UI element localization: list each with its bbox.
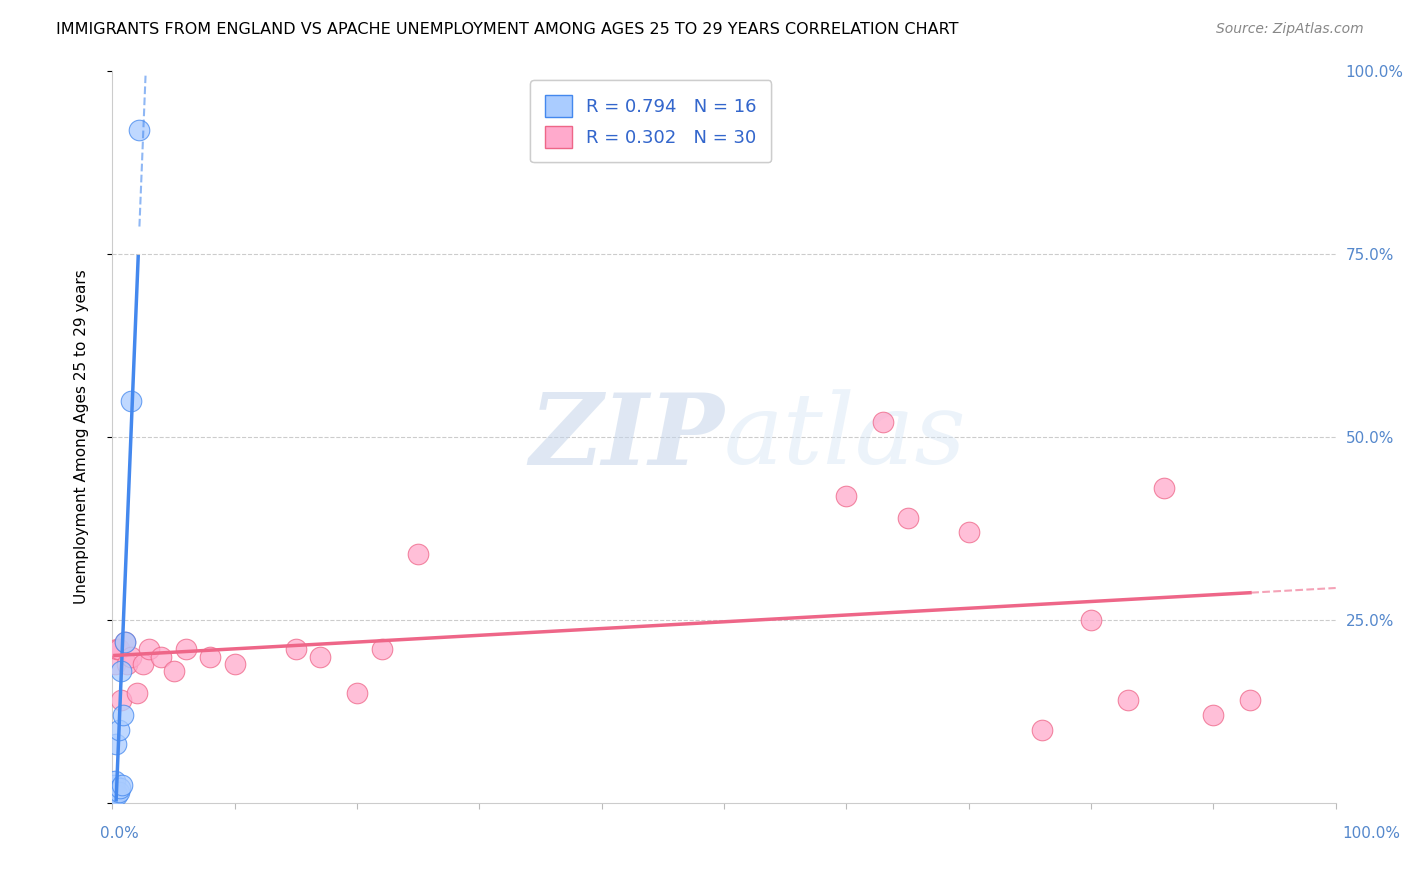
Point [111,778,134,792]
Point [107,785,129,799]
Point [224,657,246,671]
Text: atlas: atlas [724,390,967,484]
Point [1116,693,1139,707]
Point [150,649,173,664]
Point [110,693,132,707]
Point [1153,481,1175,495]
Point [370,642,392,657]
Point [114,635,136,649]
Point [872,416,894,430]
Point [346,686,368,700]
Point [107,723,129,737]
Point [1239,693,1261,707]
Point [163,664,186,678]
Point [897,510,920,524]
Point [108,781,131,796]
Text: ZIP: ZIP [529,389,724,485]
Point [105,789,128,803]
Legend: R = 0.794   N = 16, R = 0.302   N = 30: R = 0.794 N = 16, R = 0.302 N = 30 [530,80,770,162]
Point [309,649,332,664]
Point [138,642,160,657]
Text: 0.0%: 0.0% [100,827,139,841]
Point [104,657,127,671]
Point [1080,613,1102,627]
Point [110,664,132,678]
Point [115,657,138,671]
Point [408,547,430,561]
Point [120,393,142,408]
Text: 100.0%: 100.0% [1341,827,1400,841]
Point [125,686,148,700]
Point [128,123,150,137]
Point [1031,723,1053,737]
Point [835,489,858,503]
Point [120,649,142,664]
Point [284,642,308,657]
Point [114,635,136,649]
Point [1202,708,1225,723]
Point [112,708,135,723]
Point [103,789,125,803]
Point [105,642,128,657]
Point [107,642,129,657]
Text: IMMIGRANTS FROM ENGLAND VS APACHE UNEMPLOYMENT AMONG AGES 25 TO 29 YEARS CORRELA: IMMIGRANTS FROM ENGLAND VS APACHE UNEMPL… [56,22,959,37]
Point [104,773,127,788]
Point [103,778,125,792]
Point [105,785,128,799]
Point [174,642,197,657]
Point [957,525,980,540]
Point [105,737,128,751]
Point [104,789,127,803]
Point [132,657,155,671]
Point [200,649,222,664]
Y-axis label: Unemployment Among Ages 25 to 29 years: Unemployment Among Ages 25 to 29 years [75,269,89,605]
Text: Source: ZipAtlas.com: Source: ZipAtlas.com [1216,22,1364,37]
